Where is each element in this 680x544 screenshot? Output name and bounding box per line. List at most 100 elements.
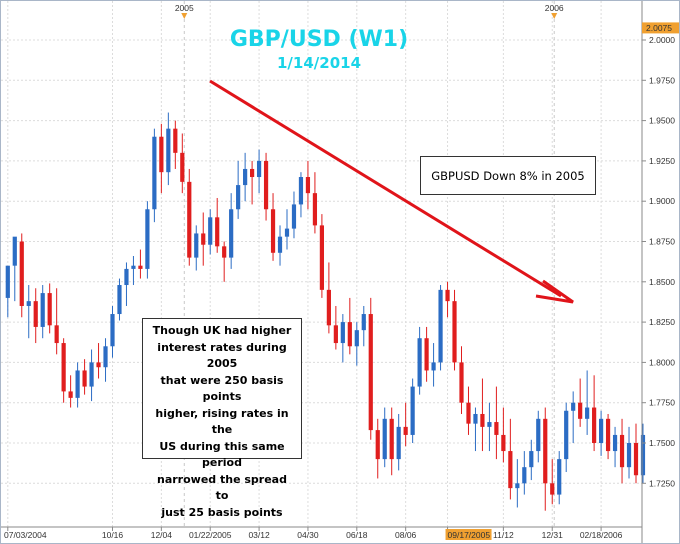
candle-body-up [515,483,520,489]
candle-body-down [619,434,625,468]
candle-body-down [633,443,639,476]
candle-body-down [319,225,324,290]
y-tick-label: 2.0000 [649,35,675,45]
candle-body-down [187,181,192,258]
y-tick-label: 1.8750 [649,237,675,247]
x-tick-label: 07/03/2004 [4,530,47,540]
candle-body-up [103,346,108,368]
candle-body-down [592,407,597,443]
y-tick-label: 1.9750 [649,75,675,85]
candle-body-down [501,434,506,452]
candle-body-down [312,193,318,226]
candle-body-up [75,370,80,398]
candle-body-up [298,177,304,205]
candle-body-down [480,413,485,427]
candle-body-up [626,443,632,468]
candle-body-down [466,402,471,424]
candle-body-down [403,426,408,435]
candle-body-up [12,236,17,266]
candle-body-up [473,413,478,424]
candle-body-up [438,289,443,363]
candle-body-up [354,330,359,347]
candle-body-up [291,204,297,229]
chart-title: GBP/USD (W1) [230,27,408,52]
annotation-line: narrowed the spread to [157,472,287,503]
candle-body-down [250,168,255,178]
candle-body-down [82,370,87,387]
price-tag-background [642,22,679,34]
candle-body-up [564,410,569,460]
candle-body-down [452,301,457,363]
candle-body-up [194,233,199,258]
annotation-line: interest rates during 2005 [157,340,287,371]
candle-body-up [152,136,157,210]
x-tick-label: 12/04 [151,530,173,540]
candle-body-up [89,362,94,387]
annotation-rate-spread: Though UK had higher interest rates duri… [142,318,302,519]
y-tick-label: 1.8250 [649,317,675,327]
candle-body-down [222,246,227,258]
candle-body-up [117,285,122,315]
candle-body-up [571,402,576,411]
x-tick-label: 09/17/2005 [448,530,491,540]
candle-body-up [640,434,646,476]
y-tick-label: 1.7250 [649,478,675,488]
candle-body-down [68,391,73,398]
candle-body-down [173,128,178,153]
annotation-down-8-percent: GBPUSD Down 8% in 2005 [420,156,596,195]
y-tick-label: 1.8000 [649,357,675,367]
candle-body-down [138,265,143,269]
candle-body-up [410,386,415,435]
candle-body-up [229,209,234,258]
y-axis: 2.0000 1.9750 1.9500 1.9250 1.9000 1.8750 1.85… [642,35,675,488]
candle-body-down [578,402,583,419]
candle-body-up [340,322,345,344]
candle-body-up [599,418,604,443]
annotation-line: that were 250 basis points [160,373,284,404]
candle-body-down [270,209,276,253]
candle-body-up [557,459,562,495]
candle-body-down [494,422,499,435]
candle-body-down [368,314,373,431]
candle-body-down [459,362,464,403]
candle-body-up [382,418,387,460]
chart-subtitle: 1/14/2014 [277,54,361,72]
candle-body-up [145,209,150,269]
candle-body-down [550,483,555,495]
candle-body-up [522,467,527,484]
candle-body-up [284,228,290,237]
candle-body-up [396,426,401,460]
arrow-shaft [209,79,562,298]
candle-body-up [166,128,171,173]
candle-body-up [529,451,534,468]
candle-body-down [215,217,220,247]
candle-body-down [375,430,380,460]
x-tick-label: 01/22/2005 [189,530,232,540]
candle-body-up [256,160,262,178]
x-tick-label: 06/18 [346,530,368,540]
candle-body-up [208,217,213,245]
candle-body-up [40,293,45,327]
candle-body-down [201,233,206,245]
year-marker-label: 2006 [545,3,564,13]
x-axis: 07/03/2004 10/16 12/04 01/22/2005 03/12 04/30… [4,527,623,540]
x-highlight-background [445,529,492,540]
candle-body-down [47,293,52,326]
y-tick-label: 1.9000 [649,196,675,206]
annotation-line: just 25 basis points [161,505,283,519]
x-tick-label: 12/31 [542,530,564,540]
candle-body-up [26,301,31,306]
candle-body-down [326,289,331,326]
candle-body-down [159,136,164,173]
x-tick-label: 03/12 [248,530,270,540]
y-tick-label: 1.9250 [649,156,675,166]
y-tick-label: 1.7750 [649,398,675,408]
candle-body-down [543,418,548,484]
annotation-line: Though UK had higher [152,324,292,337]
y-tick-label: 1.9500 [649,116,675,126]
candle-body-down [33,301,38,327]
downtrend-arrow [209,79,574,304]
candle-body-up [361,314,366,331]
